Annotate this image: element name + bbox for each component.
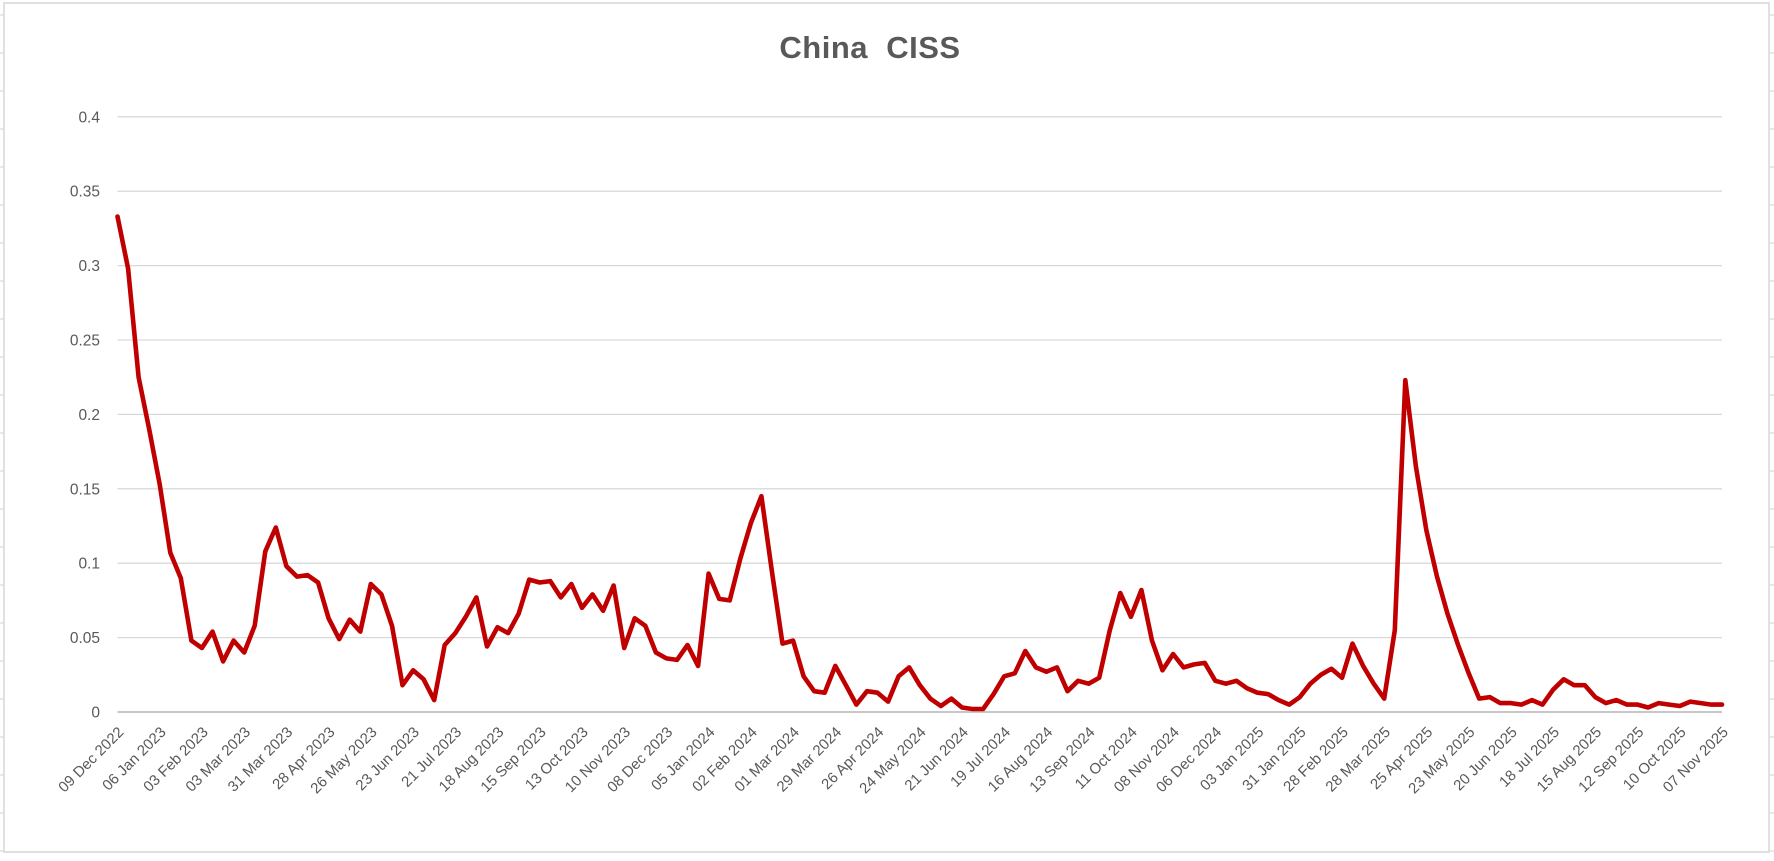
y-axis-tick-label: 0.05 bbox=[70, 630, 100, 647]
y-axis-tick-label: 0.35 bbox=[70, 184, 100, 201]
ciss-series-line bbox=[115, 214, 1725, 712]
y-axis-tick-label: 0.3 bbox=[78, 258, 100, 275]
y-axis-tick-label: 0 bbox=[91, 705, 100, 722]
chart-border bbox=[3, 2, 1770, 853]
y-axis-tick-label: 0.25 bbox=[70, 333, 100, 350]
y-axis-tick-label: 0.2 bbox=[78, 407, 100, 424]
gridlines bbox=[117, 116, 1722, 713]
y-axis-tick-label: 0.1 bbox=[78, 556, 100, 573]
y-axis-labels: 0 0.05 0.1 0.15 0.2 0.25 0.3 0.35 0.4 bbox=[70, 109, 101, 721]
y-axis-tick-label: 0.4 bbox=[78, 109, 100, 126]
y-axis-tick-label: 0.15 bbox=[70, 481, 100, 498]
